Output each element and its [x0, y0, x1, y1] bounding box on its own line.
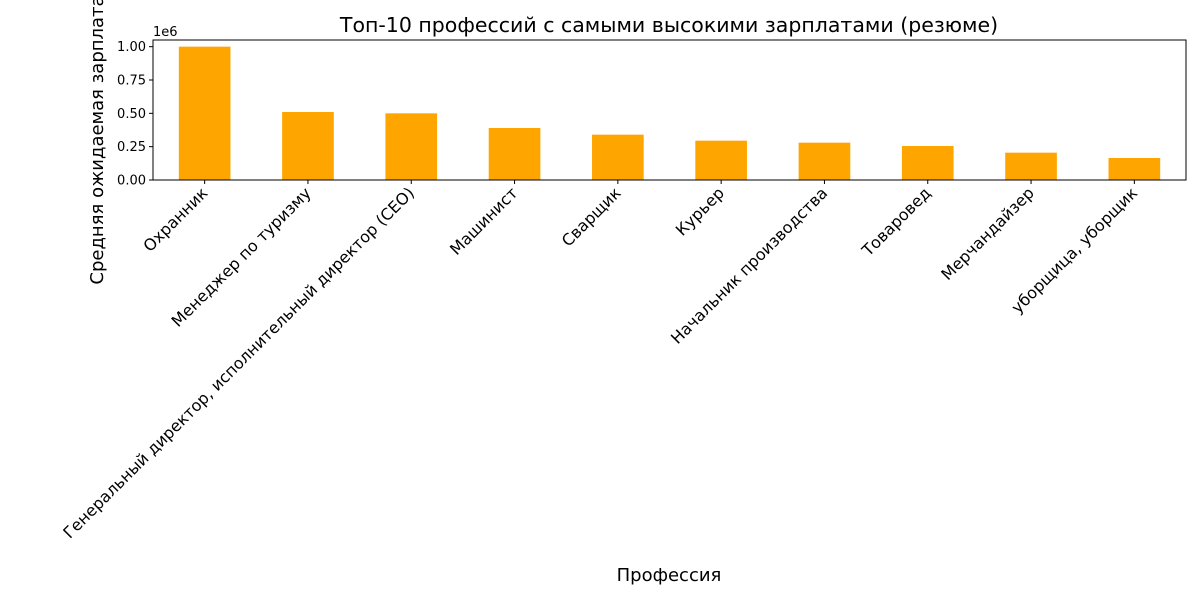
- bar-5: [592, 134, 644, 180]
- bar-3: [385, 113, 438, 180]
- bar-8: [901, 146, 954, 180]
- bar-6: [695, 140, 747, 180]
- chart-title: Топ-10 профессий с самыми высокими зарпл…: [339, 13, 998, 37]
- y-axis: 0.00 0.25 0.50 0.75 1.00: [117, 40, 153, 189]
- y-offset-label: 1e6: [153, 25, 178, 40]
- bar-2: [282, 112, 334, 180]
- plot-frame: [152, 39, 1187, 181]
- bar-10: [1108, 158, 1161, 180]
- x-axis-label: Профессия: [617, 565, 722, 586]
- bar-7: [798, 142, 851, 180]
- bar-9: [1005, 152, 1057, 180]
- y-tick-label-4: 0.75: [117, 74, 146, 89]
- y-tick-label-1: 0.00: [117, 174, 146, 189]
- bar-1: [178, 46, 231, 180]
- bars-group: [178, 46, 1161, 180]
- y-tick-label-2: 0.25: [117, 140, 146, 155]
- y-tick-label-3: 0.50: [117, 107, 146, 122]
- bar-4: [488, 128, 541, 180]
- y-tick-label-5: 1.00: [117, 40, 146, 55]
- y-axis-label: Средняя ожидаемая зарплата: [87, 0, 108, 285]
